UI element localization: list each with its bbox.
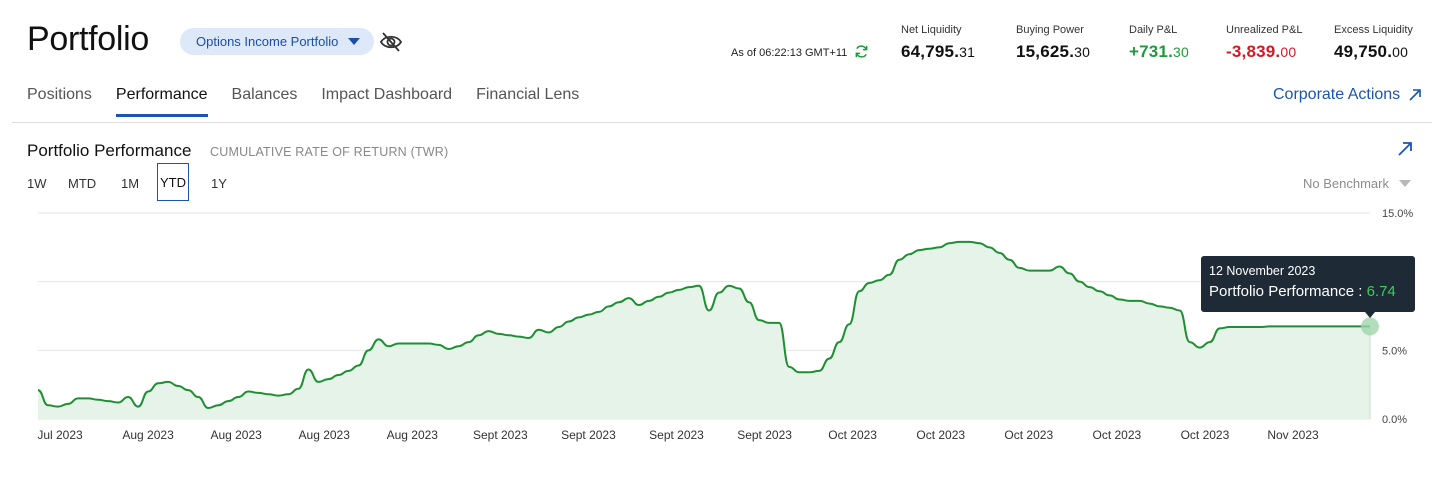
account-selector-label: Options Income Portfolio (196, 34, 339, 49)
x-tick-label: Nov 2023 (1267, 428, 1319, 442)
metric-label: Excess Liquidity (1334, 24, 1413, 36)
y-tick-label: 5.0% (1382, 345, 1407, 357)
x-tick-label: Oct 2023 (1093, 428, 1142, 442)
x-tick-label: Sept 2023 (561, 428, 616, 442)
expand-icon[interactable] (1396, 140, 1414, 158)
tab-positions[interactable]: Positions (27, 86, 92, 103)
range-1m[interactable]: 1M (121, 176, 140, 191)
x-tick-label: Oct 2023 (1181, 428, 1230, 442)
metric-value: +731.30 (1129, 42, 1189, 61)
divider (12, 122, 1432, 123)
x-tick-label: Aug 2023 (299, 428, 351, 442)
x-tick-label: Aug 2023 (210, 428, 262, 442)
caret-down-icon (348, 38, 361, 45)
account-selector[interactable]: Options Income Portfolio (180, 28, 375, 55)
tooltip-value: 6.74 (1366, 283, 1396, 300)
metric-label: Unrealized P&L (1226, 24, 1303, 36)
metric-excess-liquidity: Excess Liquidity 49,750.00 (1334, 24, 1413, 62)
area-fill (38, 241, 1370, 419)
tooltip-arrow (1365, 312, 1375, 318)
x-tick-label: Aug 2023 (122, 428, 174, 442)
range-mtd[interactable]: MTD (68, 176, 97, 191)
metric-net-liquidity: Net Liquidity 64,795.31 (901, 24, 975, 62)
metric-value: 15,625.30 (1016, 42, 1091, 61)
y-tick-label: 15.0% (1382, 208, 1413, 220)
hover-dot (1361, 317, 1379, 336)
tab-bar: Positions Performance Balances Impact Da… (27, 86, 603, 117)
metric-buying-power: Buying Power 15,625.30 (1016, 24, 1090, 62)
panel-title: Portfolio Performance (27, 141, 192, 160)
x-tick-label: Oct 2023 (828, 428, 877, 442)
metric-label: Buying Power (1016, 24, 1084, 36)
tab-balances[interactable]: Balances (231, 86, 298, 103)
x-tick-label: Oct 2023 (916, 428, 965, 442)
x-tick-label: Sept 2023 (737, 428, 792, 442)
y-tick-label: 0.0% (1382, 414, 1407, 426)
metric-label: Net Liquidity (901, 24, 962, 36)
tab-financial-lens[interactable]: Financial Lens (476, 86, 580, 103)
x-tick-label: Jul 2023 (37, 428, 83, 442)
chart-tooltip: 12 November 2023 Portfolio Performance :… (1201, 256, 1415, 312)
metric-value: 64,795.31 (901, 42, 976, 61)
tab-performance[interactable]: Performance (115, 86, 208, 117)
tooltip-date: 12 November 2023 (1209, 264, 1316, 278)
as-of-timestamp: As of 06:22:13 GMT+11 (731, 47, 848, 59)
panel-subtitle: CUMULATIVE RATE OF RETURN (TWR) (210, 145, 449, 159)
tab-impact-dashboard[interactable]: Impact Dashboard (321, 86, 453, 103)
corporate-actions-link[interactable]: Corporate Actions (1273, 86, 1422, 104)
x-tick-label: Sept 2023 (649, 428, 704, 442)
page-title: Portfolio (27, 20, 150, 58)
benchmark-label: No Benchmark (1303, 176, 1389, 191)
caret-down-icon (1398, 180, 1411, 187)
range-ytd[interactable]: YTD (157, 163, 189, 201)
tooltip-value-row: Portfolio Performance : 6.74 (1209, 283, 1396, 300)
range-1y[interactable]: 1Y (211, 176, 227, 191)
range-1w[interactable]: 1W (27, 176, 47, 191)
x-tick-label: Aug 2023 (387, 428, 439, 442)
x-tick-label: Oct 2023 (1004, 428, 1053, 442)
metric-label: Daily P&L (1129, 24, 1178, 36)
eye-slash-icon[interactable] (378, 29, 404, 55)
x-tick-label: Sept 2023 (473, 428, 528, 442)
corporate-actions-label: Corporate Actions (1273, 86, 1401, 103)
series-line-portfolio-performance (37, 240, 1370, 410)
refresh-icon[interactable] (854, 44, 869, 59)
benchmark-select[interactable]: No Benchmark (1303, 176, 1411, 191)
metric-unrealized-pnl: Unrealized P&L -3,839.00 (1226, 24, 1302, 62)
metric-value: -3,839.00 (1226, 42, 1297, 61)
metric-daily-pnl: Daily P&L +731.30 (1129, 24, 1189, 62)
metric-value: 49,750.00 (1334, 42, 1409, 61)
external-arrow-icon (1409, 89, 1421, 101)
